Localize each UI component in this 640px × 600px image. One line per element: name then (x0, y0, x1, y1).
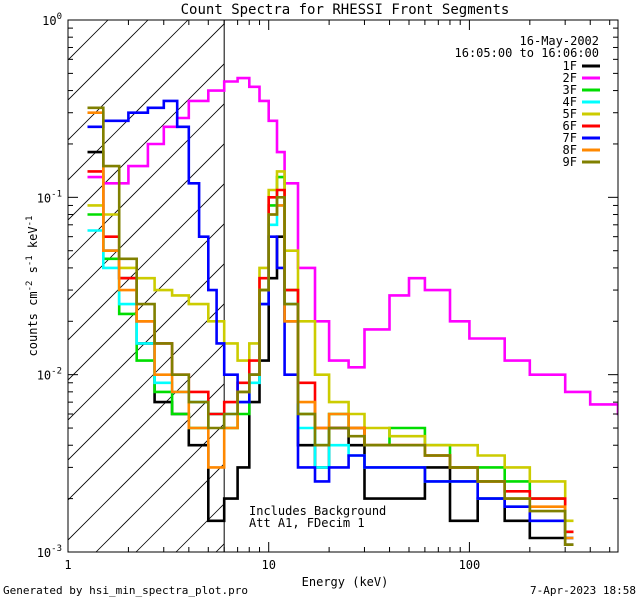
y-tick-label: 100 (42, 12, 62, 28)
y-tick-label: 10-1 (37, 189, 62, 205)
y-tick-label: 10-3 (37, 544, 62, 560)
y-tick-label: 10-2 (37, 367, 62, 383)
chart-title: Count Spectra for RHESSI Front Segments (181, 2, 510, 18)
footer-generated-by: Generated by hsi_min_spectra_plot.pro (3, 584, 248, 597)
plot-frame (68, 20, 618, 552)
annotation-attenuator: Att A1, FDecim 1 (249, 516, 365, 530)
hatch-line (0, 20, 108, 552)
time-range-label: 16:05:00 to 16:06:00 (455, 46, 600, 60)
series-line-7F (88, 101, 574, 538)
hatch-line (0, 20, 468, 552)
series-line-3F (88, 177, 574, 532)
hatch-line (0, 20, 508, 552)
x-tick-label: 1 (64, 558, 71, 572)
spectra-chart: Count Spectra for RHESSI Front Segments … (0, 0, 640, 600)
x-tick-label: 10 (261, 558, 275, 572)
footer-timestamp: 7-Apr-2023 18:58 (530, 584, 636, 597)
x-tick-label: 100 (459, 558, 481, 572)
legend-label-9F: 9F (563, 155, 577, 169)
hatch-line (0, 20, 268, 552)
y-axis-label: counts cm-2 s-1 keV-1 (25, 216, 40, 357)
x-axis-label: Energy (keV) (302, 575, 389, 589)
series-line-9F (88, 108, 574, 545)
hatch-line (16, 20, 548, 552)
series-line-8F (88, 113, 574, 538)
hatch-line (0, 20, 148, 552)
series-line-6F (88, 171, 574, 531)
series-line-2F (88, 78, 627, 414)
series-line-1F (88, 152, 574, 545)
attenuator-hatch (0, 20, 640, 552)
